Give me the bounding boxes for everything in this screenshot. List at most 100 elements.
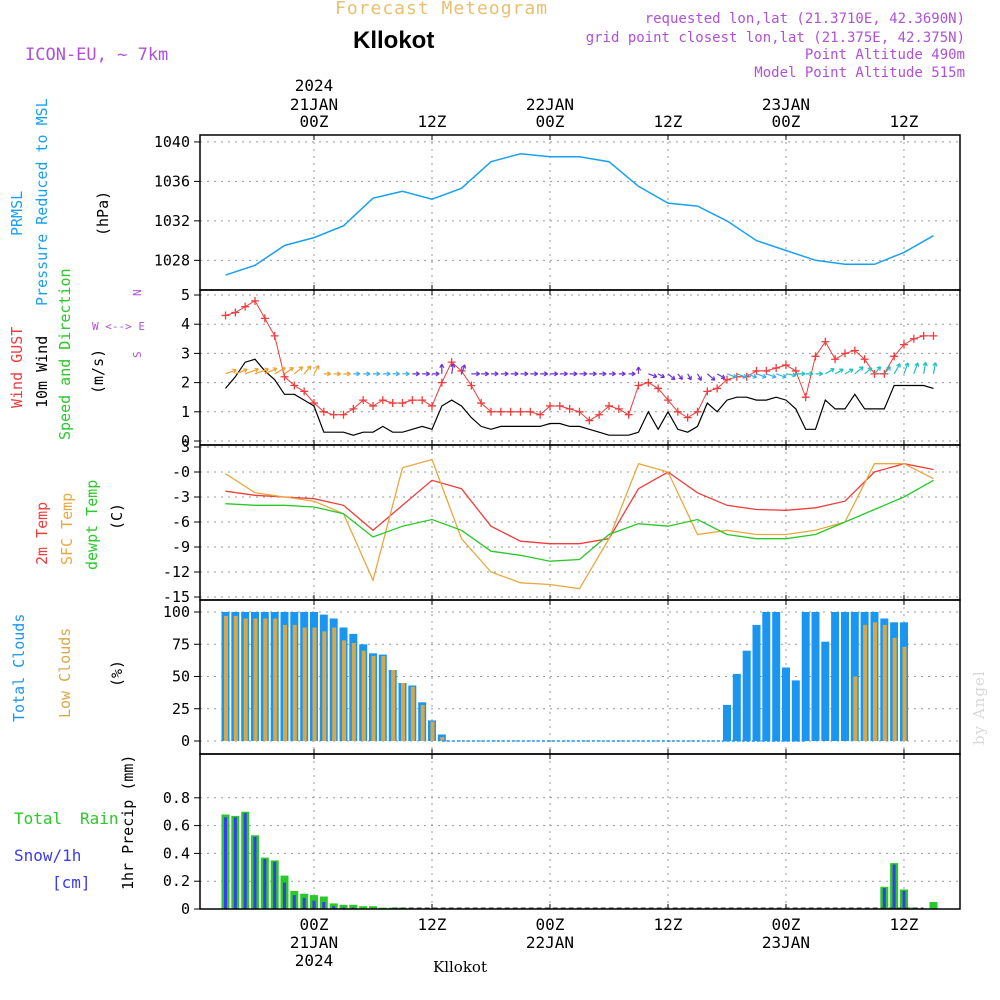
y-tick-label: -12 [163,563,190,581]
snow-bar [233,817,237,909]
low-cloud-bar [361,650,366,741]
total-cloud-bar [723,704,731,741]
wind-direction-arrow [579,371,588,377]
low-cloud-bar [253,618,258,741]
wind-direction-arrow [805,371,814,377]
gust-axis-label: Wind GUST [8,327,26,408]
bottom-time-label: 00Z [300,915,329,934]
y-tick-label: 1036 [154,172,190,190]
wind-direction-arrow [706,373,716,381]
low-cloud-bar [420,704,425,741]
gust-marker [280,372,289,381]
low-cloud-bar [332,627,337,741]
wind-direction-arrow [323,371,332,377]
gust-marker [526,407,535,416]
gust-marker [496,407,505,416]
top-time-label: 00Z [300,112,329,131]
wind-direction-arrow [883,366,891,375]
gust-marker [300,387,309,396]
y-tick-label: 3 [181,344,190,362]
wind-direction-arrow [392,371,400,377]
rain-label-total: Total [14,809,62,828]
y-tick-label: 50 [172,668,190,686]
gust-marker [585,416,594,425]
low-cloud-bar [440,737,445,741]
compass-north: N [131,289,144,296]
low-cloud-bar [292,624,297,741]
meteogram-title: Forecast Meteogram [335,0,548,19]
y-tick-label: 3 [181,438,190,456]
wind-direction-arrow [913,362,920,375]
total-cloud-bar [742,650,751,741]
gust-marker [388,399,397,408]
gust-marker [378,396,387,405]
gust-marker [368,401,377,410]
prmsl-axis-label: PRMSL [8,191,26,236]
gust-marker [772,364,781,372]
wind-direction-arrow [450,363,456,374]
wind-direction-arrow [549,371,559,377]
y-tick-label: 1 [181,403,190,421]
snow-bar [224,817,227,909]
gust-marker [752,366,761,375]
wind-direction-arrow [589,371,597,377]
gust-marker [536,410,545,419]
gust-marker [624,410,633,419]
total-clouds-axis-label: Total Clouds [10,614,28,722]
gust-marker [359,396,368,405]
y-tick-label: 75 [172,635,190,653]
low-cloud-bar [430,721,435,741]
low-cloud-bar [283,624,287,741]
snow-bar [283,882,286,909]
wind-direction-arrow [569,371,578,377]
temp-unit-label: (C) [108,503,126,530]
wind-direction-arrow [922,361,928,374]
gust-marker [781,361,790,370]
wind-direction-arrow [932,362,938,374]
location-title: Kllokot [353,27,434,54]
gust-marker [555,401,564,410]
gust-marker [840,349,849,358]
y-tick-label: -3 [172,488,190,506]
y-tick-label: 0.4 [163,844,190,862]
wind-direction-arrow [431,371,440,377]
wind-unit-label: (m/s) [89,349,107,394]
pressure-axis-label: Pressure Reduced to MSL [33,98,51,306]
wind-direction-arrow [254,367,269,375]
wind-direction-arrow [854,366,864,375]
wind-speed-line [225,358,934,436]
wind-direction-arrow [264,367,278,375]
top-time-label: 00Z [536,112,565,131]
low-cloud-bar [882,624,887,741]
wind-direction-arrow [363,371,371,377]
low-cloud-bar [873,622,877,741]
gust-marker [408,396,417,405]
total-cloud-bar [752,624,761,741]
wind-direction-arrow [844,368,854,375]
y-tick-label: 0 [181,900,190,918]
bottom-time-label: 00Z [536,915,565,934]
gust-marker [506,407,515,416]
gust-marker [329,410,338,419]
panel-frame [199,753,961,910]
gust-marker [486,407,495,416]
gust-marker [919,331,928,340]
gust-marker [929,331,938,340]
wind-direction-arrow [746,373,757,379]
snow-bar [902,890,906,909]
gust-marker [860,355,869,364]
low-cloud-bar [342,640,346,741]
wind-direction-axis-label: Speed and Direction [56,268,74,440]
wind-direction-arrow [756,373,767,379]
y-tick-label: 0 [181,732,190,750]
total-cloud-bar [772,612,781,741]
bottom-time-label: 12Z [890,915,919,934]
gust-marker [260,314,269,323]
low-cloud-bar [273,618,278,741]
wind-direction-arrow [303,365,312,375]
low-cloud-bar [312,627,317,741]
gust-marker [713,384,722,393]
wind-direction-arrow [716,373,726,379]
low-cloud-bar [224,615,228,741]
